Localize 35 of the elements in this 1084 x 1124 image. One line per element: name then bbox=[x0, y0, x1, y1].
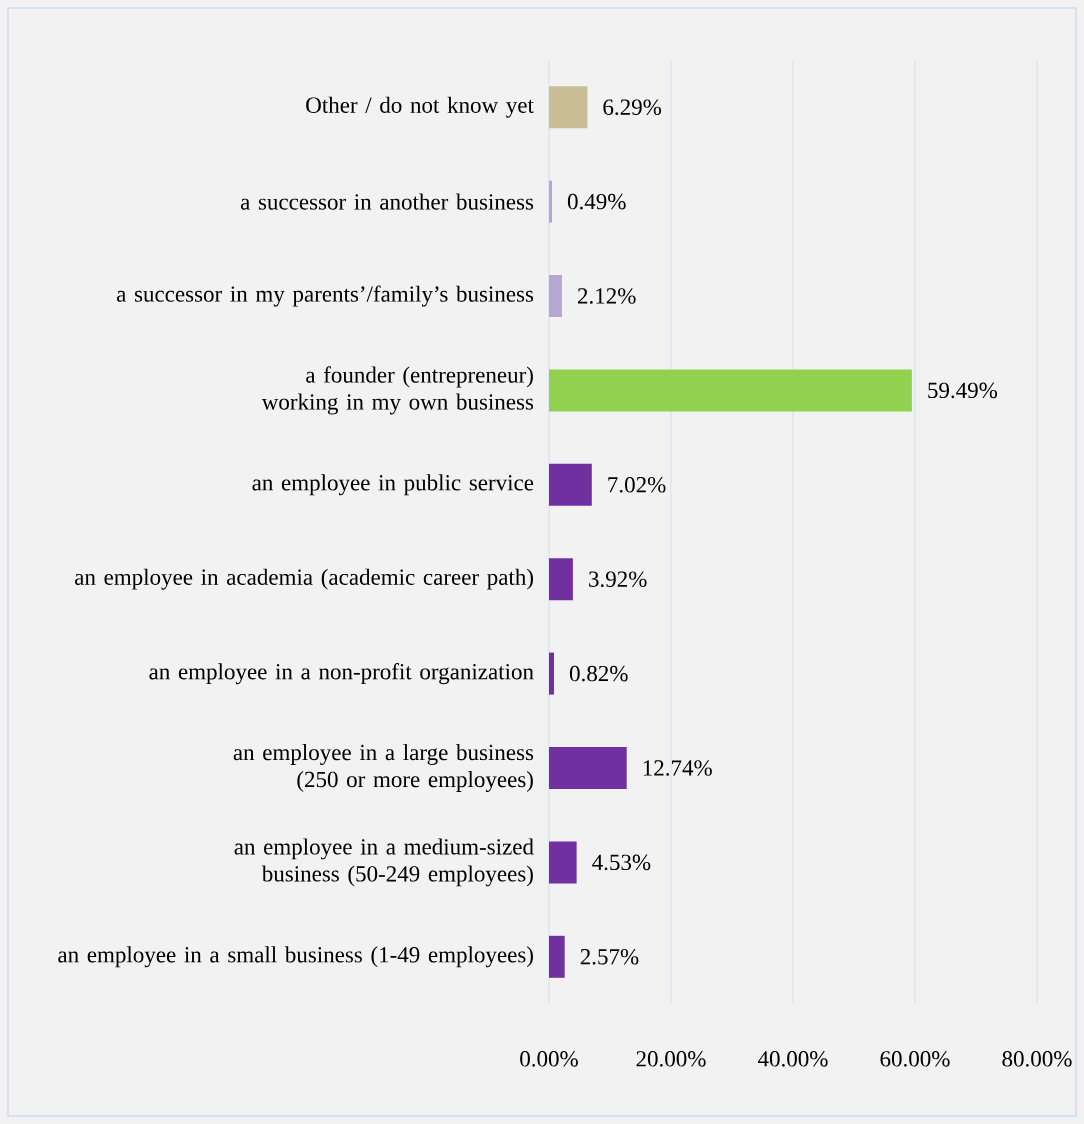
bar bbox=[549, 86, 588, 129]
y-tick-label: an employee in a small business (1-49 employees) bbox=[58, 946, 533, 968]
bar bbox=[549, 935, 565, 978]
y-tick-label: Other / do not know yet bbox=[306, 96, 534, 118]
bar bbox=[549, 275, 562, 318]
y-tick-label: an employee in a medium-sized business (50-249 employees) bbox=[234, 838, 534, 887]
data-label: 59.49% bbox=[928, 382, 998, 399]
data-label: 6.29% bbox=[603, 99, 662, 115]
data-label: 2.57% bbox=[580, 949, 639, 965]
data-label: 12.74% bbox=[643, 760, 712, 776]
bar bbox=[549, 747, 627, 790]
bar bbox=[549, 463, 592, 506]
data-label: 2.12% bbox=[578, 288, 636, 304]
y-tick-label: an employee in public service bbox=[252, 474, 534, 496]
bar bbox=[549, 652, 554, 695]
bar bbox=[549, 558, 573, 601]
bar bbox=[549, 841, 577, 884]
x-tick-label: 0.00% bbox=[520, 1051, 578, 1067]
y-tick-label: a successor in my parents’/family’s business bbox=[116, 285, 534, 307]
x-tick-label: 40.00% bbox=[757, 1051, 828, 1067]
y-tick-label: an employee in a non-profit organization bbox=[149, 663, 534, 685]
bar bbox=[549, 180, 552, 223]
x-tick-label: 60.00% bbox=[880, 1051, 950, 1067]
y-tick-label: an employee in academia (academic career path) bbox=[75, 568, 533, 590]
data-label: 4.53% bbox=[592, 854, 651, 871]
y-tick-label: a successor in another business bbox=[240, 193, 534, 210]
bar bbox=[549, 369, 912, 412]
x-tick-label: 80.00% bbox=[1002, 1051, 1072, 1067]
y-tick-label: a founder (entrepreneur) working in my own business bbox=[261, 366, 534, 415]
data-label: 3.92% bbox=[589, 571, 647, 587]
data-label: 0.82% bbox=[569, 665, 628, 682]
y-tick-label: an employee in a large business (250 or more employees) bbox=[233, 744, 534, 792]
x-tick-label: 20.00% bbox=[636, 1051, 706, 1067]
data-label: 7.02% bbox=[608, 477, 666, 493]
data-label: 0.49% bbox=[567, 193, 626, 210]
